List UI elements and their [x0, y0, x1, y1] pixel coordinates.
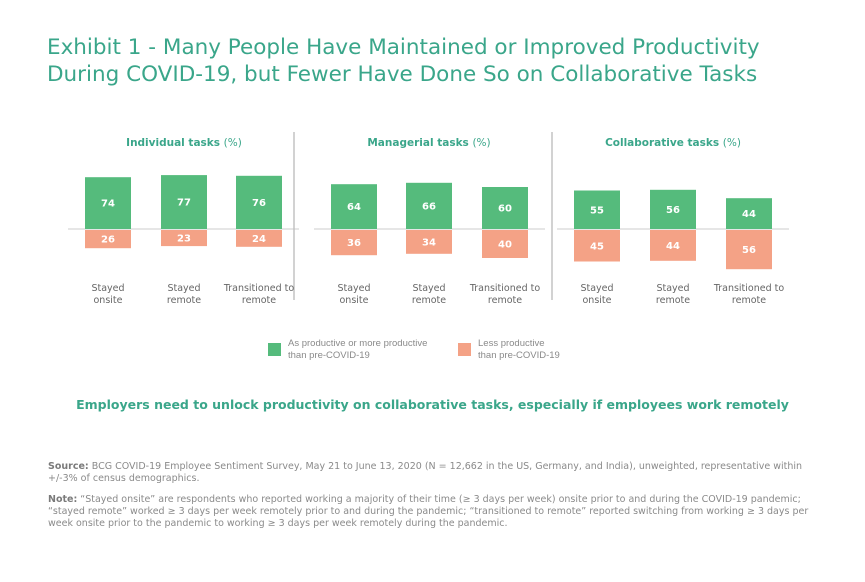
bar-charts: Individual tasks (%) 74 26 Stayed onsite 77 23… [68, 132, 789, 306]
footnote: Note: “Stayed onsite” are respondents wh… [48, 494, 818, 530]
managerial-tasks-bar-less-productive-transitioned-to-remote [482, 230, 528, 258]
managerial-tasks-label-productive-stayed-onsite: 64 [347, 202, 361, 213]
managerial-tasks-label-productive-transitioned-to-remote: 60 [498, 204, 512, 215]
collaborative-tasks-label-productive-stayed-onsite: 55 [590, 205, 604, 216]
legend-label-productive: As productive or more productive than pr… [288, 338, 428, 361]
individual-tasks-category-transitioned-to-remote: Transitioned to remote [223, 283, 295, 306]
individual-tasks-label-less-productive-stayed-onsite: 26 [101, 235, 115, 246]
individual-tasks-label-productive-stayed-remote: 77 [177, 198, 191, 209]
collaborative-tasks-title: Collaborative tasks (%) [605, 137, 741, 149]
individual-tasks-bar-productive-stayed-onsite [85, 177, 131, 229]
managerial-tasks-bar-productive-stayed-remote [406, 182, 452, 229]
takeaway-text: Employers need to unlock productivity on… [76, 397, 789, 412]
managerial-tasks-bar-less-productive-stayed-remote [406, 230, 452, 254]
collaborative-tasks-bar-less-productive-stayed-onsite [574, 230, 620, 262]
legend-label-less-productive: Less productive than pre-COVID-19 [478, 338, 560, 361]
legend-swatch-productive [268, 343, 281, 356]
collaborative-tasks-category-stayed-onsite: Stayed onsite [580, 283, 613, 306]
individual-tasks-label-productive-transitioned-to-remote: 76 [252, 198, 266, 209]
note-text: “Stayed onsite” are respondents who repo… [48, 494, 809, 529]
legend-swatch-less-productive [458, 343, 471, 356]
individual-tasks-bar-less-productive-stayed-onsite [85, 230, 131, 249]
collaborative-tasks-label-less-productive-transitioned-to-remote: 56 [742, 245, 756, 256]
individual-tasks-label-productive-stayed-onsite: 74 [101, 199, 115, 210]
managerial-tasks-label-less-productive-stayed-onsite: 36 [347, 238, 361, 249]
managerial-tasks-category-transitioned-to-remote: Transitioned to remote [469, 283, 541, 306]
managerial-tasks-title: Managerial tasks (%) [367, 137, 490, 149]
collaborative-tasks-category-stayed-remote: Stayed remote [656, 283, 690, 306]
chart-title: Exhibit 1 - Many People Have Maintained … [47, 35, 760, 87]
individual-tasks-label-less-productive-stayed-remote: 23 [177, 234, 191, 245]
individual-tasks-bar-productive-transitioned-to-remote [236, 175, 282, 229]
individual-tasks-category-stayed-onsite: Stayed onsite [91, 283, 124, 306]
managerial-tasks-category-stayed-onsite: Stayed onsite [337, 283, 370, 306]
collaborative-tasks-bar-less-productive-stayed-remote [650, 230, 696, 261]
source-text: BCG COVID-19 Employee Sentiment Survey, … [48, 461, 803, 484]
collaborative-tasks-bar-productive-transitioned-to-remote [726, 198, 772, 229]
source-label: Source: [48, 461, 89, 472]
managerial-tasks-bar-less-productive-stayed-onsite [331, 230, 377, 256]
managerial-tasks-label-less-productive-transitioned-to-remote: 40 [498, 240, 512, 251]
individual-tasks-bar-productive-stayed-remote [161, 175, 207, 229]
collaborative-tasks-label-productive-stayed-remote: 56 [666, 205, 680, 216]
note-label: Note: [48, 494, 78, 505]
individual-tasks-bar-less-productive-transitioned-to-remote [236, 230, 282, 247]
individual-tasks-title: Individual tasks (%) [126, 137, 242, 149]
managerial-tasks-bar-productive-stayed-onsite [331, 184, 377, 229]
individual-tasks-label-less-productive-transitioned-to-remote: 24 [252, 234, 266, 245]
collaborative-tasks-bar-productive-stayed-remote [650, 189, 696, 229]
collaborative-tasks-label-less-productive-stayed-onsite: 45 [590, 241, 604, 252]
collaborative-tasks-category-transitioned-to-remote: Transitioned to remote [713, 283, 785, 306]
individual-tasks-category-stayed-remote: Stayed remote [167, 283, 201, 306]
collaborative-tasks-bar-productive-stayed-onsite [574, 190, 620, 229]
individual-tasks-bar-less-productive-stayed-remote [161, 230, 207, 247]
managerial-tasks-category-stayed-remote: Stayed remote [412, 283, 446, 306]
collaborative-tasks-label-less-productive-stayed-remote: 44 [666, 241, 680, 252]
collaborative-tasks-label-productive-transitioned-to-remote: 44 [742, 209, 756, 220]
collaborative-tasks-bar-less-productive-transitioned-to-remote [726, 230, 772, 270]
managerial-tasks-bar-productive-transitioned-to-remote [482, 187, 528, 229]
source-note: Source: BCG COVID-19 Employee Sentiment … [48, 461, 818, 485]
managerial-tasks-label-productive-stayed-remote: 66 [422, 201, 436, 212]
managerial-tasks-label-less-productive-stayed-remote: 34 [422, 237, 436, 248]
